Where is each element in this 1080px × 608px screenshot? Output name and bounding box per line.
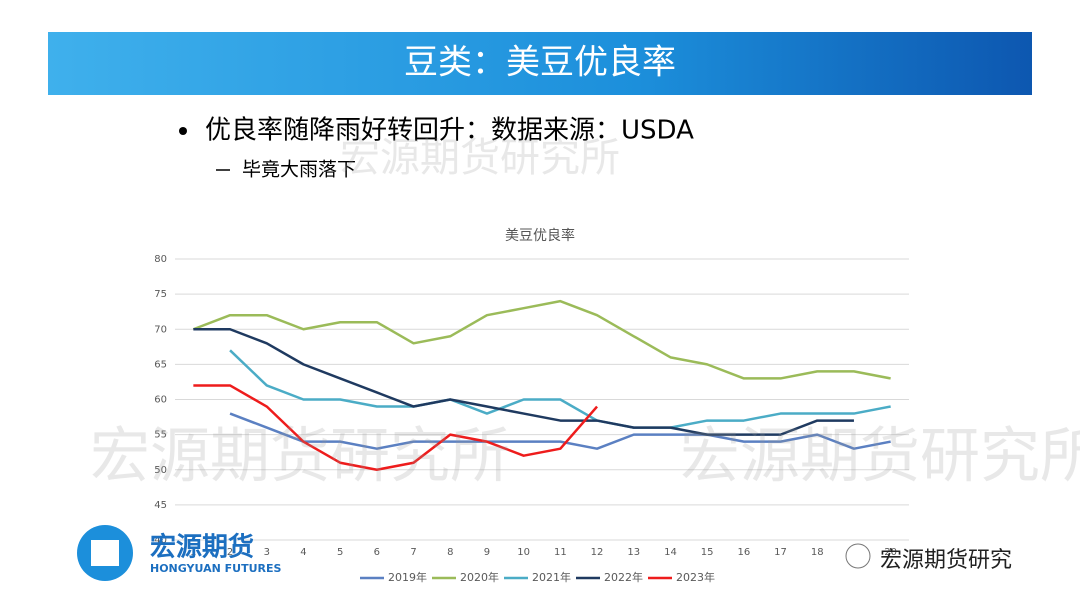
- x-tick-label: 7: [410, 547, 416, 558]
- y-tick-label: 70: [154, 324, 167, 335]
- wechat-icon: [845, 543, 871, 569]
- series-line: [229, 412, 891, 450]
- legend-label: 2023年: [676, 570, 715, 584]
- x-tick-label: 4: [300, 547, 306, 558]
- y-tick-label: 60: [154, 395, 167, 406]
- legend-label: 2022年: [604, 570, 643, 584]
- series-line: [229, 349, 891, 429]
- watermark: 宏源期货研究所: [90, 422, 510, 492]
- x-tick-label: 5: [337, 547, 343, 558]
- y-tick-label: 80: [154, 254, 167, 265]
- x-tick-label: 3: [264, 547, 270, 558]
- watermark: 宏源期货研究所: [340, 135, 620, 181]
- x-tick-label: 2: [227, 547, 233, 558]
- legend-label: 2019年: [388, 570, 427, 584]
- x-tick-label: 16: [737, 547, 750, 558]
- x-tick-label: 18: [811, 547, 824, 558]
- logo-mark-inner: [91, 540, 119, 566]
- series-line: [193, 384, 598, 471]
- x-tick-label: 17: [774, 547, 787, 558]
- x-tick-label: 8: [447, 547, 453, 558]
- watermarks: 宏源期货研究所 宏源期货研究所 宏源期货研究所: [90, 135, 1080, 492]
- slide-title: 豆类：美豆优良率: [404, 43, 676, 83]
- y-tick-label: 55: [154, 430, 167, 441]
- logo: 宏源期货 HONGYUAN FUTURES: [77, 525, 282, 581]
- y-tick-label: 65: [154, 359, 167, 370]
- x-tick-label: 12: [591, 547, 604, 558]
- series-line: [193, 328, 854, 436]
- watermark: 宏源期货研究所: [680, 422, 1080, 492]
- x-tick-label: 1: [190, 547, 196, 558]
- x-tick-label: 6: [374, 547, 380, 558]
- x-tick-label: 10: [517, 547, 530, 558]
- x-tick-label: 9: [484, 547, 490, 558]
- logo-cn: 宏源期货: [150, 532, 254, 563]
- x-tick-label: 11: [554, 547, 567, 558]
- legend-label: 2021年: [532, 570, 571, 584]
- y-tick-label: 50: [154, 465, 167, 476]
- x-tick-label: 13: [627, 547, 640, 558]
- bullet-text: 优良率随降雨好转回升：数据来源：USDA: [205, 116, 694, 146]
- y-tick-label: 45: [154, 500, 167, 511]
- y-tick-label: 40: [154, 535, 167, 546]
- sub-bullet-text: 毕竟大雨落下: [242, 159, 356, 181]
- logo-en: HONGYUAN FUTURES: [150, 562, 282, 575]
- chart-title: 美豆优良率: [505, 227, 575, 244]
- wechat-label: 宏源期货研究: [880, 548, 1012, 573]
- y-tick-label: 75: [154, 289, 167, 300]
- x-tick-label: 14: [664, 547, 677, 558]
- bullet-dot: [179, 127, 187, 135]
- x-tick-label: 20: [884, 547, 897, 558]
- legend-label: 2020年: [460, 570, 499, 584]
- header-band: [48, 32, 1032, 95]
- x-tick-label: 15: [701, 547, 714, 558]
- series-line: [192, 299, 891, 380]
